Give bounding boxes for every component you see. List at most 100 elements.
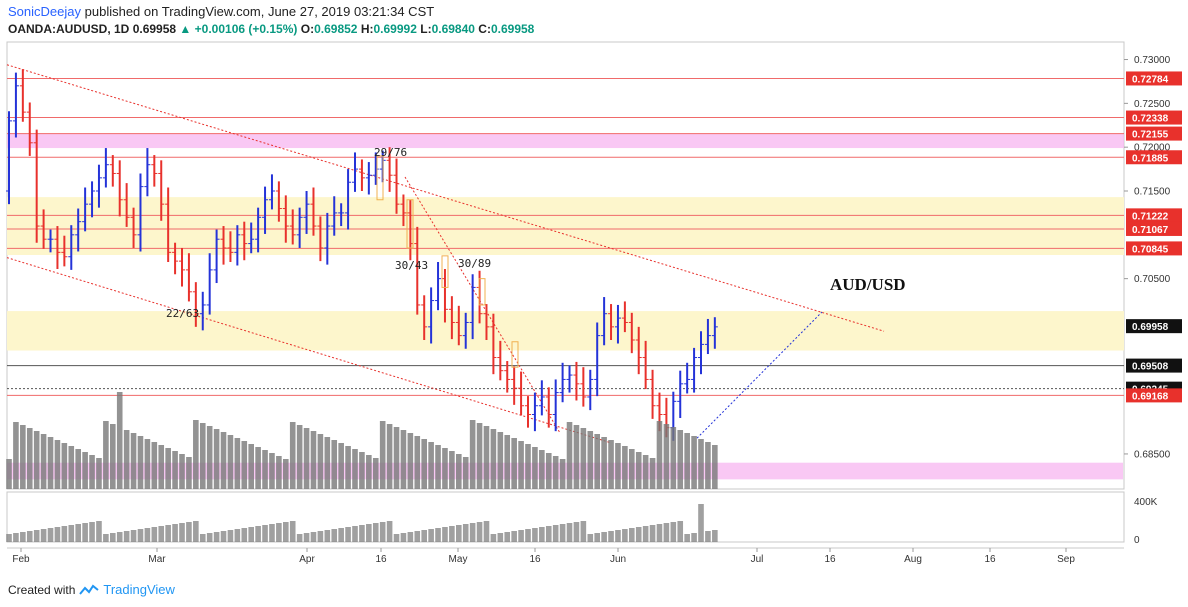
volume-overlay-bar bbox=[670, 427, 677, 489]
volume-overlay-bar bbox=[677, 430, 684, 489]
volume-overlay-bar bbox=[331, 440, 338, 489]
candle bbox=[483, 304, 490, 340]
candle bbox=[296, 207, 303, 248]
volume-bar bbox=[712, 530, 718, 542]
candle bbox=[608, 304, 615, 340]
candle bbox=[137, 173, 144, 252]
volume-overlay-bar bbox=[338, 443, 344, 489]
volume-bar bbox=[338, 528, 344, 542]
candle bbox=[268, 174, 275, 210]
volume-bar bbox=[525, 529, 531, 542]
price-label-box bbox=[1126, 126, 1182, 141]
volume-tick-label: 0 bbox=[1134, 535, 1140, 546]
volume-overlay-bar bbox=[54, 440, 61, 489]
volume-bar bbox=[296, 534, 303, 542]
volume-overlay-bar bbox=[421, 439, 427, 489]
volume-bar bbox=[545, 526, 552, 542]
candle bbox=[614, 304, 621, 344]
tradingview-link[interactable]: TradingView bbox=[103, 582, 175, 597]
candle bbox=[358, 159, 365, 191]
volume-overlay-bar bbox=[366, 455, 372, 489]
fib-marker bbox=[406, 199, 414, 249]
volume-overlay-bar bbox=[545, 453, 552, 489]
volume-bar bbox=[96, 521, 102, 542]
volume-overlay-bar bbox=[622, 446, 628, 489]
volume-bar bbox=[206, 533, 213, 542]
symbol-name: OANDA:AUDUSD, 1D bbox=[8, 22, 130, 36]
volume-overlay-bar bbox=[352, 449, 358, 489]
candle bbox=[414, 226, 421, 315]
candle bbox=[33, 129, 40, 243]
volume-bar bbox=[359, 525, 365, 542]
tradingview-logo-icon bbox=[79, 584, 99, 595]
volume-bar bbox=[691, 533, 697, 542]
volume-overlay-bar bbox=[144, 439, 151, 489]
volume-bar bbox=[20, 532, 26, 542]
volume-overlay-bar bbox=[449, 451, 455, 489]
candle bbox=[497, 340, 504, 381]
volume-overlay-bar bbox=[483, 426, 490, 489]
volume-bar bbox=[608, 531, 614, 542]
volume-bar bbox=[511, 531, 517, 542]
candle bbox=[262, 186, 269, 234]
volume-overlay-bar bbox=[608, 440, 614, 489]
close-label: C: bbox=[478, 22, 491, 36]
volume-bar bbox=[449, 526, 455, 542]
volume-bar bbox=[61, 526, 68, 542]
volume-bar bbox=[324, 530, 331, 542]
volume-bar bbox=[234, 529, 241, 542]
volume-overlay-bar bbox=[276, 456, 282, 489]
volume-overlay-bar bbox=[504, 435, 511, 489]
volume-overlay-bar bbox=[469, 420, 476, 489]
volume-overlay-bar bbox=[566, 422, 573, 489]
volume-bar bbox=[490, 534, 497, 542]
volume-overlay-bar bbox=[234, 438, 241, 489]
volume-bar bbox=[504, 532, 511, 542]
volume-bar bbox=[110, 533, 116, 542]
time-tick-label: Mar bbox=[148, 554, 166, 565]
candle bbox=[469, 274, 476, 340]
candle bbox=[310, 187, 317, 236]
volume-bar bbox=[421, 530, 427, 542]
volume-bar bbox=[144, 528, 151, 542]
price-label-box bbox=[1126, 319, 1182, 334]
volume-bar bbox=[407, 532, 414, 542]
volume-bar bbox=[116, 532, 123, 542]
time-tick-label: Sep bbox=[1057, 554, 1075, 565]
low-label: L: bbox=[420, 22, 432, 36]
volume-overlay-bar bbox=[684, 433, 690, 489]
volume-bar bbox=[469, 523, 476, 542]
volume-overlay-bar bbox=[712, 445, 718, 489]
volume-overlay-bar bbox=[283, 459, 289, 489]
volume-overlay-bar bbox=[518, 441, 524, 489]
volume-bar bbox=[400, 533, 407, 542]
candle bbox=[400, 194, 407, 227]
volume-bar bbox=[248, 527, 254, 542]
price-label-box bbox=[1126, 241, 1182, 256]
candle bbox=[511, 366, 518, 405]
volume-bar bbox=[497, 533, 504, 542]
volume-overlay-bar bbox=[435, 445, 441, 489]
volume-overlay-bar bbox=[656, 421, 663, 489]
volume-overlay-bar bbox=[649, 458, 656, 489]
open-value: 0.69852 bbox=[314, 22, 358, 36]
volume-bar bbox=[656, 524, 663, 542]
volume-overlay-bar bbox=[539, 450, 545, 489]
plot-frame bbox=[6, 41, 1125, 490]
volume-overlay-bar bbox=[573, 425, 580, 489]
volume-overlay-bar bbox=[615, 443, 621, 489]
volume-overlay-bar bbox=[179, 454, 185, 489]
volume-overlay-bar bbox=[386, 424, 393, 489]
author-name[interactable]: SonicDeejay bbox=[8, 4, 81, 19]
volume-bar bbox=[352, 526, 358, 542]
candle bbox=[123, 183, 130, 227]
volume-overlay-bar bbox=[476, 423, 483, 489]
candle bbox=[462, 312, 469, 349]
candle bbox=[677, 370, 684, 419]
volume-bar bbox=[442, 527, 448, 542]
volume-bar bbox=[386, 521, 393, 542]
fib-annotation: 29/76 bbox=[374, 146, 407, 159]
volume-bar bbox=[705, 531, 711, 542]
volume-bar bbox=[213, 532, 220, 542]
